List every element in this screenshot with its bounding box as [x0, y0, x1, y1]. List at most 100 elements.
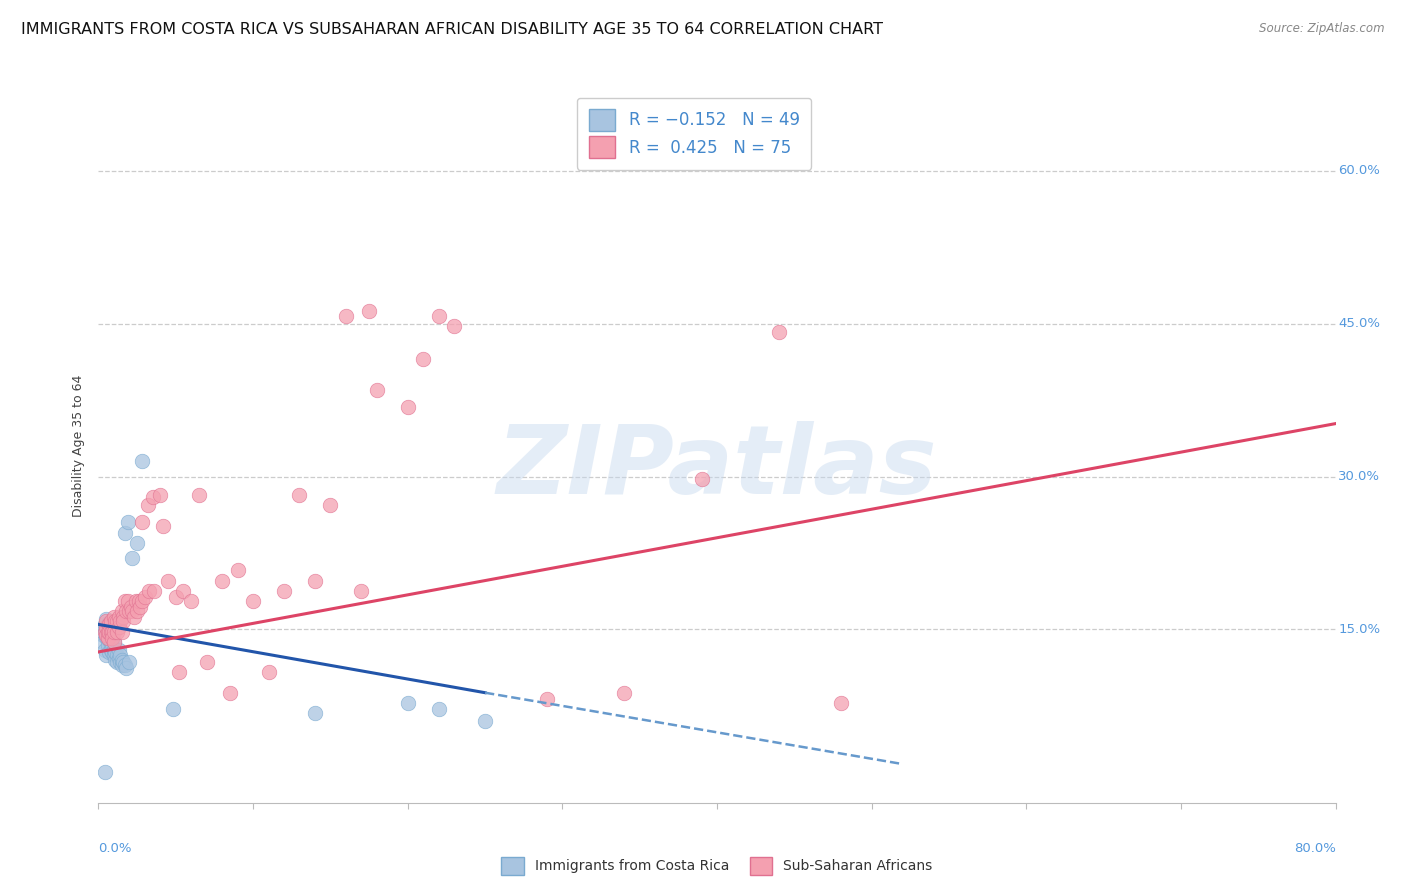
Point: [152, 518, 174, 533]
Point: [107, 643, 129, 657]
Point: [98, 617, 121, 632]
Point: [350, 583, 373, 598]
Point: [122, 610, 145, 624]
Point: [96, 624, 118, 639]
Point: [412, 352, 434, 367]
Point: [93, 624, 115, 639]
Point: [96, 627, 118, 641]
Point: [127, 604, 149, 618]
Point: [96, 648, 118, 662]
Point: [103, 648, 125, 662]
Point: [136, 498, 159, 512]
Point: [115, 661, 138, 675]
Point: [105, 648, 128, 662]
Point: [304, 706, 326, 720]
Point: [98, 624, 121, 639]
Point: [167, 665, 190, 680]
Point: [118, 655, 141, 669]
Point: [157, 574, 180, 588]
Point: [101, 640, 124, 654]
Point: [134, 590, 156, 604]
Point: [288, 488, 311, 502]
Point: [172, 583, 194, 598]
Point: [97, 631, 120, 645]
Point: [127, 536, 149, 550]
Point: [141, 490, 165, 504]
Text: Source: ZipAtlas.com: Source: ZipAtlas.com: [1260, 22, 1385, 36]
Point: [257, 665, 280, 680]
Point: [242, 594, 264, 608]
Point: [98, 645, 121, 659]
Point: [427, 309, 450, 323]
Point: [105, 615, 128, 629]
Point: [107, 620, 129, 634]
Point: [111, 624, 132, 639]
Point: [690, 472, 713, 486]
Point: [118, 604, 141, 618]
Point: [91, 634, 114, 648]
Point: [273, 583, 295, 598]
Point: [211, 574, 233, 588]
Point: [97, 617, 120, 632]
Point: [105, 655, 128, 669]
Point: [124, 594, 146, 608]
Point: [103, 624, 125, 639]
Point: [165, 590, 187, 604]
Point: [108, 615, 131, 629]
Point: [114, 658, 136, 673]
Point: [768, 325, 790, 339]
Point: [443, 318, 465, 333]
Point: [96, 630, 118, 644]
Point: [117, 516, 139, 530]
Point: [366, 383, 388, 397]
Point: [91, 627, 114, 641]
Y-axis label: Disability Age 35 to 64: Disability Age 35 to 64: [72, 375, 86, 517]
Point: [105, 624, 128, 639]
Point: [103, 634, 125, 648]
Point: [188, 488, 211, 502]
Point: [100, 634, 122, 648]
Point: [93, 643, 115, 657]
Point: [96, 620, 118, 634]
Point: [304, 574, 326, 588]
Point: [96, 612, 118, 626]
Point: [427, 702, 450, 716]
Point: [100, 643, 122, 657]
Point: [120, 600, 142, 615]
Point: [149, 488, 172, 502]
Point: [107, 610, 129, 624]
Point: [162, 702, 184, 716]
Point: [112, 610, 135, 624]
Point: [93, 617, 115, 632]
Text: 80.0%: 80.0%: [1294, 842, 1336, 855]
Point: [226, 563, 249, 577]
Legend: Immigrants from Costa Rica, Sub-Saharan Africans: Immigrants from Costa Rica, Sub-Saharan …: [495, 850, 939, 881]
Point: [143, 583, 166, 598]
Text: 0.0%: 0.0%: [98, 842, 132, 855]
Point: [474, 714, 496, 729]
Point: [112, 655, 135, 669]
Point: [93, 765, 115, 780]
Point: [129, 600, 152, 615]
Point: [121, 551, 143, 566]
Point: [101, 624, 124, 639]
Point: [180, 594, 202, 608]
Point: [104, 615, 127, 629]
Point: [131, 594, 153, 608]
Point: [101, 645, 124, 659]
Point: [98, 632, 121, 647]
Point: [97, 638, 120, 652]
Point: [115, 604, 138, 618]
Point: [613, 686, 636, 700]
Point: [114, 594, 136, 608]
Point: [111, 604, 132, 618]
Point: [128, 594, 150, 608]
Point: [131, 516, 153, 530]
Point: [97, 631, 120, 645]
Point: [111, 658, 132, 673]
Point: [100, 615, 122, 629]
Point: [117, 594, 139, 608]
Point: [104, 645, 127, 659]
Point: [112, 615, 135, 629]
Point: [195, 655, 218, 669]
